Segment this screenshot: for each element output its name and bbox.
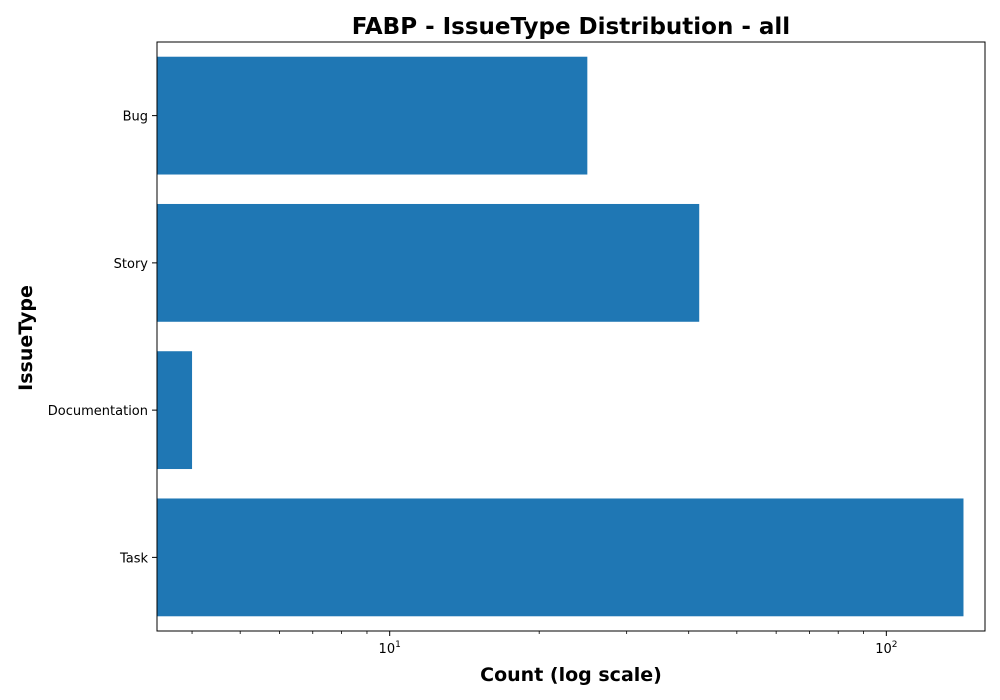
y-tick-label-story: Story (114, 257, 149, 272)
y-tick-label-task: Task (119, 551, 149, 566)
plot-frame (156, 41, 986, 632)
bar-bug (157, 56, 588, 175)
y-tick-label-documentation: Documentation (48, 404, 148, 419)
bar-documentation (157, 351, 193, 470)
x-tick-label-10: 101 (379, 640, 401, 657)
chart-title: FABP - IssueType Distribution - all (352, 14, 790, 40)
bar-task (157, 498, 964, 617)
x-tick-label-100: 102 (875, 640, 897, 657)
plot-area: Bug Story Documentation Task 101 102 (48, 41, 986, 657)
x-axis-label: Count (log scale) (480, 664, 662, 686)
y-axis-label: IssueType (15, 285, 37, 391)
y-tick-label-bug: Bug (123, 110, 148, 125)
bar-story (157, 203, 700, 322)
